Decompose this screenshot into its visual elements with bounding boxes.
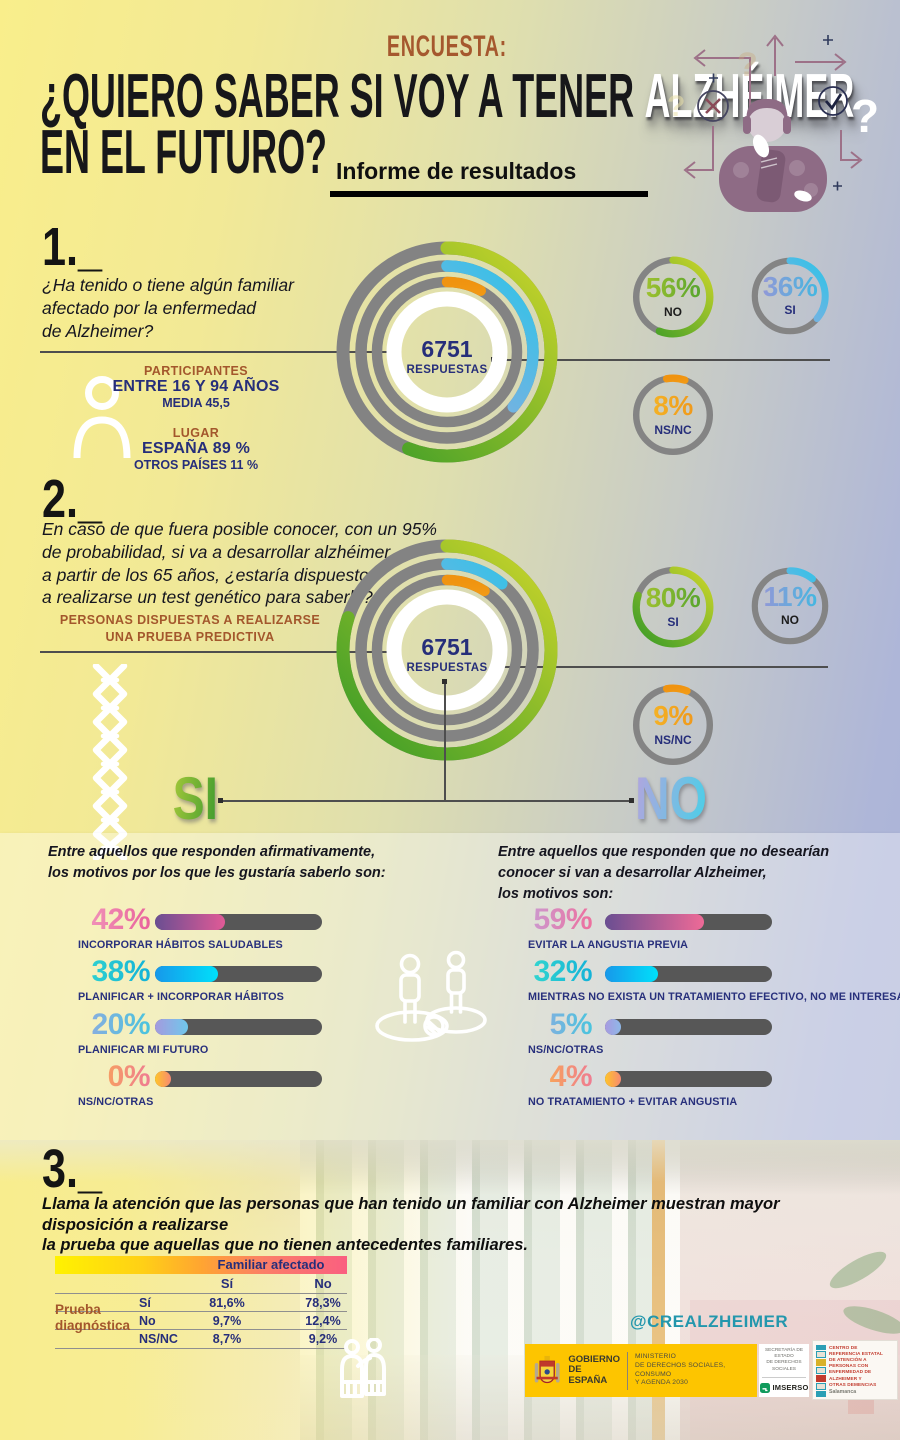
ministry-name: MINISTERIO DE DERECHOS SOCIALES, CONSUMO… [634,1353,726,1387]
donut2-total-label: RESPUESTAS [406,662,488,674]
donut1-total-label: RESPUESTAS [406,364,488,376]
table-header-band [55,1256,347,1274]
ring-chart-s1-no: 56% NO [627,251,719,343]
table-cell: 78,3% [305,1296,341,1310]
section2-question: En caso de que fuera posible conocer, co… [42,519,437,608]
participants-block: PARTICIPANTES ENTRE 16 Y 94 AÑOS MEDIA 4… [96,364,296,472]
bar-no-4: 4% NO TRATAMIENTO + EVITAR ANGUSTIA [512,1060,900,1113]
table-cell: 12,4% [305,1314,341,1328]
table-row-label: NS/NC [139,1332,178,1346]
leader-line [40,351,389,353]
leader-line [497,359,830,361]
survey-kicker: ENCUESTA: [297,30,597,64]
table-cell: 81,6% [209,1296,245,1310]
svg-text:?: ? [737,46,758,84]
bar-yes-3: 20% PLANIFICAR MI FUTURO [58,1008,398,1061]
imserso-icon [759,1382,770,1393]
bar-no-1: 59% EVITAR LA ANGUSTIA PREVIA [512,903,900,956]
leader-line [40,651,389,653]
table-row-group: Prueba diagnóstica [55,1302,131,1334]
table-col-header-no: No [314,1276,332,1291]
donut2-total: 6751 [421,634,473,660]
dna-icon [92,664,128,860]
section3-text: Llama la atención que las personas que h… [42,1195,780,1255]
title-prefix: ¿QUIERO SABER SI VOY A TENER [40,62,635,131]
bar-no-3: 5% NS/NC/OTRAS [512,1008,900,1061]
spain-coat-of-arms-icon [534,1355,560,1383]
ring-chart-s2-si: 80% SI [627,561,719,653]
participants-note: MEDIA 45,5 [162,396,230,410]
cross-circle-icon [697,90,729,122]
table-group-header: Familiar afectado [217,1257,325,1272]
gov-name: GOBIERNO DE ESPAÑA [568,1353,621,1386]
check-circle-icon [818,86,848,116]
yes-group-title: SI [172,765,218,832]
bar-yes-4: 0% NS/NC/OTRAS [58,1060,398,1113]
cre-alzheimer-logo-box: CENTRO DE REFERENCIA ESTATAL DE ATENCIÓN… [812,1340,898,1400]
cre-city: Salamanca [829,1388,857,1395]
donut-chart-question2 [336,539,558,761]
ring-chart-s2-no: 11% NO [746,562,834,650]
page-title-line2: EN EL FUTURO? [40,118,328,187]
svg-text:?: ? [667,90,685,123]
table-cell: 9,7% [212,1314,242,1328]
section1-question: ¿Ha tenido o tiene algún familiar afecta… [42,275,294,341]
table-cell: 8,7% [212,1332,242,1346]
participants-value: ENTRE 16 Y 94 AÑOS [112,378,280,395]
survey-kicker-text: ENCUESTA: [387,30,507,63]
ring-chart-s1-nsnc: 8% NS/NC [627,369,719,461]
bar-yes-1: 42% INCORPORAR HÁBITOS SALUDABLES [58,903,398,956]
cre-text: CENTRO DE REFERENCIA ESTATAL DE ATENCIÓN… [829,1345,883,1387]
section2-number: 2._ [42,469,103,529]
place-value: ESPAÑA 89 % [141,440,250,457]
bar-yes-2: 38% PLANIFICAR + INCORPORAR HÁBITOS [58,955,398,1008]
donut1-total: 6751 [421,336,473,362]
no-group-title: NO [635,765,707,832]
bar-no-2: 32% MIENTRAS NO EXISTA UN TRATAMIENTO EF… [512,955,900,1008]
person-icon [73,376,131,458]
section1-number: 1._ [42,217,103,277]
table-cell: 9,2% [308,1332,338,1346]
table-row-label: Sí [139,1296,151,1310]
elderly-couple-icon [340,1338,386,1398]
donut1-center: 6751 RESPUESTAS [377,336,517,377]
subtitle-underline [330,191,648,197]
crosstab-table: Familiar afectado Sí No Sí 81,6% 78,3% N… [55,1256,347,1350]
yes-intro: Entre aquellos que responden afirmativam… [48,844,386,882]
table-col-header-si: Sí [220,1276,234,1291]
connector-line [444,681,446,801]
participants-label: PARTICIPANTES [143,364,249,378]
connector-line [221,800,633,802]
social-handle[interactable]: @CREALZHEIMER [630,1312,789,1331]
donut-chart-question1 [336,241,558,463]
donut2-center: 6751 RESPUESTAS [377,634,517,675]
ring-chart-s1-si: 36% SI [746,252,834,340]
motives-panel [0,833,900,1140]
no-intro: Entre aquellos que responden que no dese… [498,844,830,903]
ring-chart-s2-nsnc: 9% NS/NC [627,679,719,771]
imserso-logo-box: SECRETARÍA DE ESTADO DE DERECHOS SOCIALE… [759,1344,809,1397]
secretaria-text: SECRETARÍA DE ESTADO DE DERECHOS SOCIALE… [764,1348,804,1372]
section3-number: 3._ [42,1139,103,1199]
gobierno-espana-logo: GOBIERNO DE ESPAÑA MINISTERIO DE DERECHO… [525,1344,757,1397]
people-groups-icon [375,950,487,1042]
table-row-label: No [139,1314,156,1328]
place-label: LUGAR [172,426,220,440]
imserso-label: IMSERSO [772,1383,809,1393]
question-mark-icon: ? [851,90,879,142]
cre-tower-icon [816,1345,826,1397]
leader-line [497,666,828,668]
person-figure [719,98,827,212]
section2-kicker: PERSONAS DISPUESTAS A REALIZARSE UNA PRU… [59,613,321,644]
plus-decorations [709,35,842,191]
place-note: OTROS PAÍSES 11 % [133,458,259,472]
report-subtitle: Informe de resultados [336,158,577,184]
thinking-person-illustration: ? ? ? [667,34,879,212]
